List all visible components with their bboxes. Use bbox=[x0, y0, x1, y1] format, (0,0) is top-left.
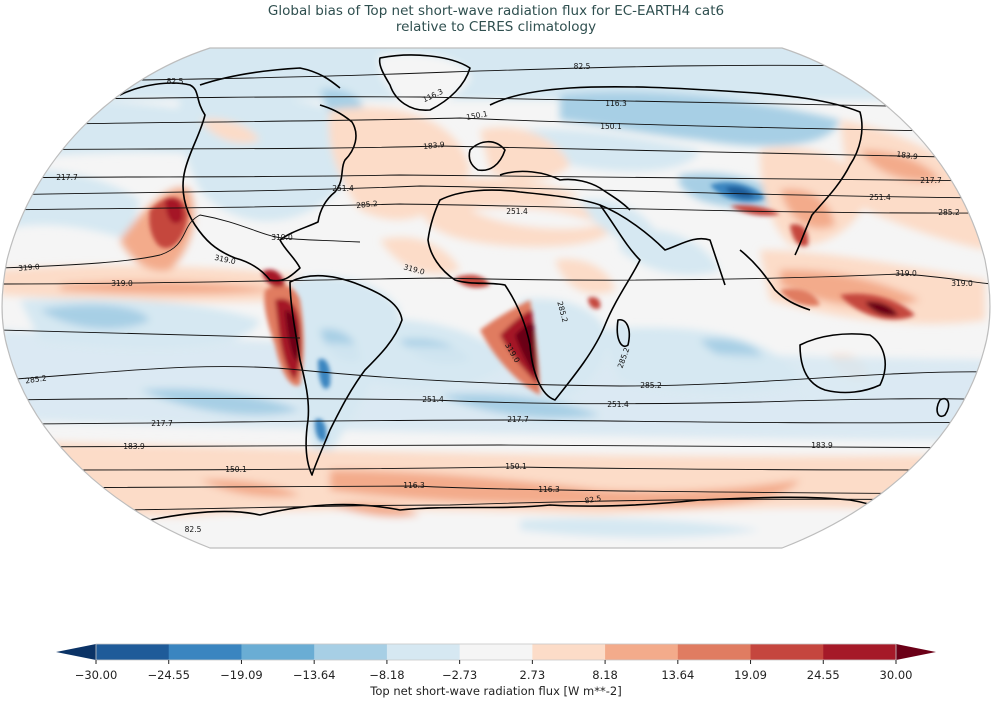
contour-label: 319.0 bbox=[895, 269, 917, 278]
colorbar-label: Top net short-wave radiation flux [W m**… bbox=[370, 684, 622, 698]
contour-label: 285.2 bbox=[25, 374, 48, 386]
contour-label: 285.2 bbox=[356, 199, 379, 210]
contour-label: 251.4 bbox=[332, 184, 354, 193]
contour-label: 82.5 bbox=[574, 62, 591, 71]
colorbar bbox=[56, 643, 936, 664]
contour-label: 251.4 bbox=[506, 207, 528, 216]
colorbar-tick-label: −30.00 bbox=[74, 668, 118, 682]
contour-label: 150.1 bbox=[600, 122, 622, 131]
contour-label: 183.9 bbox=[811, 441, 833, 450]
contour-label: 319.0 bbox=[271, 233, 293, 242]
contour-label: 217.7 bbox=[56, 173, 78, 182]
contour-label: 116.3 bbox=[605, 99, 627, 108]
contour-label: 217.7 bbox=[920, 176, 942, 185]
contour-label: 150.1 bbox=[225, 465, 247, 474]
contour-label: 150.1 bbox=[505, 462, 527, 471]
contour-label: 82.5 bbox=[584, 494, 602, 506]
colorbar-segment bbox=[750, 644, 824, 660]
colorbar-segment bbox=[168, 644, 242, 660]
colorbar-extend-max-arrow bbox=[896, 644, 936, 660]
contour-label: 116.3 bbox=[403, 481, 425, 490]
contour-label: 183.9 bbox=[423, 140, 446, 151]
contour-label: 82.5 bbox=[185, 525, 202, 534]
colorbar-tick-label: −24.55 bbox=[147, 668, 190, 682]
contour-label: 285.2 bbox=[640, 381, 662, 390]
contour-label: 217.7 bbox=[507, 415, 529, 424]
bias-field bbox=[2, 48, 990, 548]
colorbar-segment bbox=[532, 644, 606, 660]
colorbar-tick-label: 8.18 bbox=[592, 668, 618, 682]
colorbar-tick-label: −8.18 bbox=[369, 668, 405, 682]
chart-title-line2: relative to CERES climatology bbox=[395, 19, 597, 35]
contour-label: 251.4 bbox=[607, 400, 629, 409]
contour-label: 217.7 bbox=[151, 419, 173, 428]
colorbar-segment bbox=[96, 644, 170, 660]
contour-label: 251.4 bbox=[422, 395, 444, 404]
colorbar-tick-label: −19.09 bbox=[220, 668, 263, 682]
contour-label: 183.9 bbox=[123, 442, 145, 451]
contour-lines bbox=[2, 64, 990, 511]
colorbar-tick-label: 13.64 bbox=[661, 668, 695, 682]
contour-label: 285.2 bbox=[938, 208, 960, 217]
colorbar-segment bbox=[823, 644, 897, 660]
colorbar-segment bbox=[314, 644, 388, 660]
contour-label: 251.4 bbox=[869, 193, 891, 202]
colorbar-segment bbox=[677, 644, 752, 660]
colorbar-segment bbox=[605, 644, 679, 660]
contour-label: 319.0 bbox=[214, 253, 237, 266]
contour-label: 116.3 bbox=[538, 485, 560, 494]
contour-labels: 82.5 82.5 116.3 116.3 150.1 150.1 183.9 183.9 21… bbox=[18, 62, 973, 534]
contour-label: 319.0 bbox=[951, 279, 973, 288]
contour-label: 319.0 bbox=[18, 262, 40, 273]
contour-label: 82.5 bbox=[167, 77, 184, 86]
colorbar-tick-label: 30.00 bbox=[879, 668, 913, 682]
contour-label: 150.1 bbox=[466, 109, 489, 122]
colorbar-tick-label: −13.64 bbox=[292, 668, 336, 682]
contour-label: 319.0 bbox=[111, 279, 133, 288]
chart-title-line1: Global bias of Top net short-wave radiat… bbox=[267, 3, 725, 19]
colorbar-tick-label: 24.55 bbox=[806, 668, 840, 682]
colorbar-extend-min-arrow bbox=[56, 644, 96, 660]
colorbar-tick-label: 2.73 bbox=[519, 668, 546, 682]
colorbar-segment bbox=[459, 644, 533, 660]
colorbar-tick-label: −2.73 bbox=[442, 668, 478, 682]
colorbar-segment bbox=[386, 644, 461, 660]
contour-label: 183.9 bbox=[896, 150, 919, 162]
colorbar-tick-label: 19.09 bbox=[734, 668, 767, 682]
colorbar-segment bbox=[241, 644, 315, 660]
